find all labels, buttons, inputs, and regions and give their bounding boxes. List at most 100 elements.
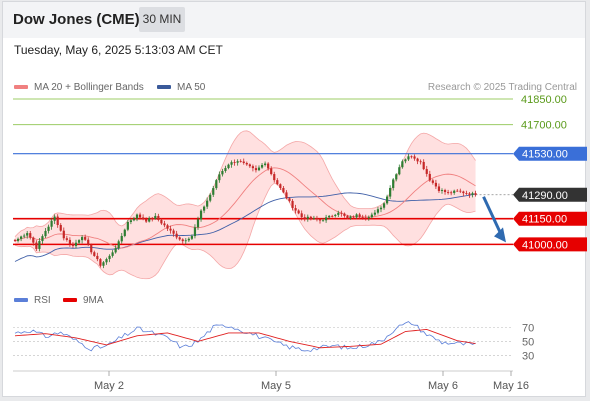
candle-body — [456, 190, 459, 192]
candle — [87, 237, 90, 247]
timeframe-button[interactable]: 30 MIN — [139, 7, 185, 32]
candle — [151, 216, 154, 222]
candle — [236, 159, 239, 166]
candle-body — [105, 259, 108, 263]
candle — [20, 235, 23, 242]
candle — [462, 190, 465, 197]
chart-timestamp: Tuesday, May 6, 2025 5:13:03 AM CET — [14, 43, 223, 57]
level-tag-support — [513, 237, 587, 252]
x-axis: May 2 May 5 May 6 May 16 — [13, 370, 529, 392]
candle — [419, 159, 422, 165]
candle-body — [35, 242, 38, 249]
candle — [117, 239, 120, 250]
candle-body — [257, 167, 261, 171]
candle — [325, 214, 328, 223]
candle — [114, 245, 117, 254]
candle — [465, 190, 468, 195]
level-label-resistance: 41850.00 — [521, 94, 567, 106]
candle-body — [242, 161, 245, 163]
candle — [187, 237, 190, 243]
candle-body — [65, 238, 68, 240]
candle — [203, 205, 206, 214]
legend-ma50-label: MA 50 — [177, 82, 206, 93]
candle — [129, 218, 132, 225]
candle — [410, 155, 413, 159]
candle-body — [20, 236, 23, 239]
candle — [312, 215, 315, 220]
candle — [260, 163, 264, 169]
candle-body — [120, 235, 123, 242]
candle-body — [181, 239, 184, 242]
candle-body — [447, 192, 450, 193]
candle-body — [71, 244, 75, 246]
candle — [230, 160, 233, 168]
candle — [68, 237, 71, 247]
candle-body — [230, 162, 233, 165]
candle-body — [123, 229, 126, 236]
candle-body — [382, 203, 386, 208]
candle — [251, 164, 254, 172]
candle-body — [373, 212, 376, 215]
candle — [373, 209, 376, 217]
candle — [81, 235, 84, 244]
candle-body — [50, 220, 53, 227]
candle — [84, 234, 87, 241]
candle-body — [425, 169, 428, 174]
candle — [267, 162, 270, 171]
candle-body — [431, 180, 434, 183]
candle-body — [193, 227, 197, 237]
candle-body — [142, 217, 145, 220]
candle-body — [468, 193, 471, 195]
candle-body — [77, 240, 81, 243]
candle — [193, 224, 197, 239]
candle — [248, 163, 251, 168]
candle — [398, 164, 401, 176]
x-tick-label: May 6 — [428, 380, 458, 392]
candle-body — [154, 215, 157, 219]
candle — [416, 157, 419, 165]
candle — [300, 210, 303, 221]
bollinger-fill — [15, 130, 476, 279]
candle-body — [428, 173, 431, 181]
candle — [440, 188, 444, 194]
candle-body — [413, 156, 416, 159]
candle — [26, 230, 29, 239]
candle-body — [93, 252, 96, 256]
candle-body — [267, 163, 270, 169]
candle — [169, 225, 172, 234]
candle — [102, 260, 105, 269]
candle — [71, 242, 75, 248]
candle — [364, 214, 367, 221]
candle — [160, 218, 163, 225]
candle — [453, 189, 456, 195]
candle-body — [248, 164, 251, 167]
candle-body — [190, 236, 193, 239]
candle — [47, 224, 50, 234]
candle-body — [349, 216, 352, 219]
legend-ma9: 9MA — [63, 295, 104, 306]
candle — [123, 228, 126, 238]
candle — [282, 186, 285, 194]
candle-body — [273, 174, 276, 181]
candle-body — [81, 237, 84, 241]
rsi-ma9-line — [14, 328, 476, 349]
candle — [126, 219, 129, 232]
candle-body — [212, 188, 215, 195]
candle — [285, 190, 288, 200]
candle — [108, 254, 111, 263]
x-tick-label: May 2 — [94, 380, 124, 392]
candle — [273, 171, 276, 183]
candle — [352, 215, 355, 219]
candle-body — [184, 240, 187, 242]
candle — [361, 214, 364, 220]
candle-body — [236, 161, 239, 163]
candle — [468, 192, 471, 198]
candle — [303, 214, 306, 222]
candle-body — [132, 218, 136, 221]
candle — [209, 193, 212, 203]
ma50-swatch — [157, 85, 171, 90]
candle — [142, 214, 145, 221]
candle — [291, 199, 294, 211]
candle — [212, 185, 215, 197]
candle — [206, 197, 209, 209]
